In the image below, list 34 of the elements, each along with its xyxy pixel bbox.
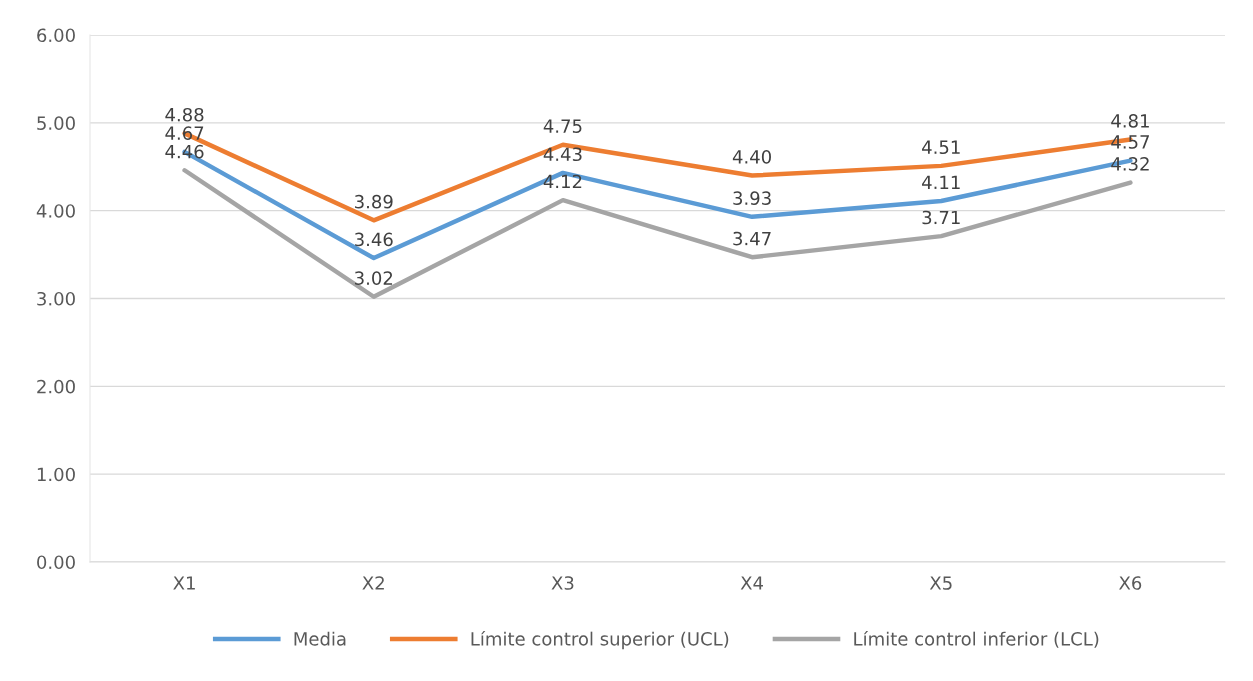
data-label: 4.11 xyxy=(922,175,960,189)
x-tick-label: X1 xyxy=(173,576,195,590)
data-label: 4.43 xyxy=(543,147,582,162)
data-label: 3.47 xyxy=(733,231,771,246)
y-tick-label: 2.00 xyxy=(37,379,75,394)
data-label: 4.46 xyxy=(165,144,204,159)
y-tick-label: 4.00 xyxy=(36,204,75,218)
y-tick-label: 3.00 xyxy=(37,291,75,306)
y-tick-label: 0.00 xyxy=(37,555,75,570)
data-label: 4.81 xyxy=(1111,114,1149,128)
data-label: 3.02 xyxy=(355,271,393,285)
x-tick-label: X4 xyxy=(740,576,763,590)
data-label: 4.88 xyxy=(165,107,204,122)
legend-label: Media xyxy=(294,631,346,646)
data-label: 4.40 xyxy=(732,150,771,164)
data-label: 3.89 xyxy=(355,194,393,209)
x-tick-label: X6 xyxy=(1119,576,1142,590)
data-label: 4.12 xyxy=(543,174,582,189)
y-tick-label: 1.00 xyxy=(37,467,75,482)
legend-label: Límite control inferior (LCL) xyxy=(854,630,1099,648)
data-label: 4.75 xyxy=(543,119,582,133)
x-tick-label: X5 xyxy=(929,576,952,590)
data-label: 3.46 xyxy=(355,232,393,247)
data-label: 3.71 xyxy=(922,210,960,225)
y-tick-label: 6.00 xyxy=(37,28,75,43)
data-label: 3.93 xyxy=(733,191,771,205)
y-tick-label: 5.00 xyxy=(37,116,75,130)
x-tick-label: X2 xyxy=(362,576,384,590)
data-label: 4.51 xyxy=(922,140,960,155)
legend-label: Límite control superior (UCL) xyxy=(471,630,729,650)
x-tick-label: X3 xyxy=(551,576,574,590)
data-label: 4.57 xyxy=(1111,135,1149,149)
data-label: 4.32 xyxy=(1111,157,1149,171)
data-label: 4.67 xyxy=(165,126,204,140)
